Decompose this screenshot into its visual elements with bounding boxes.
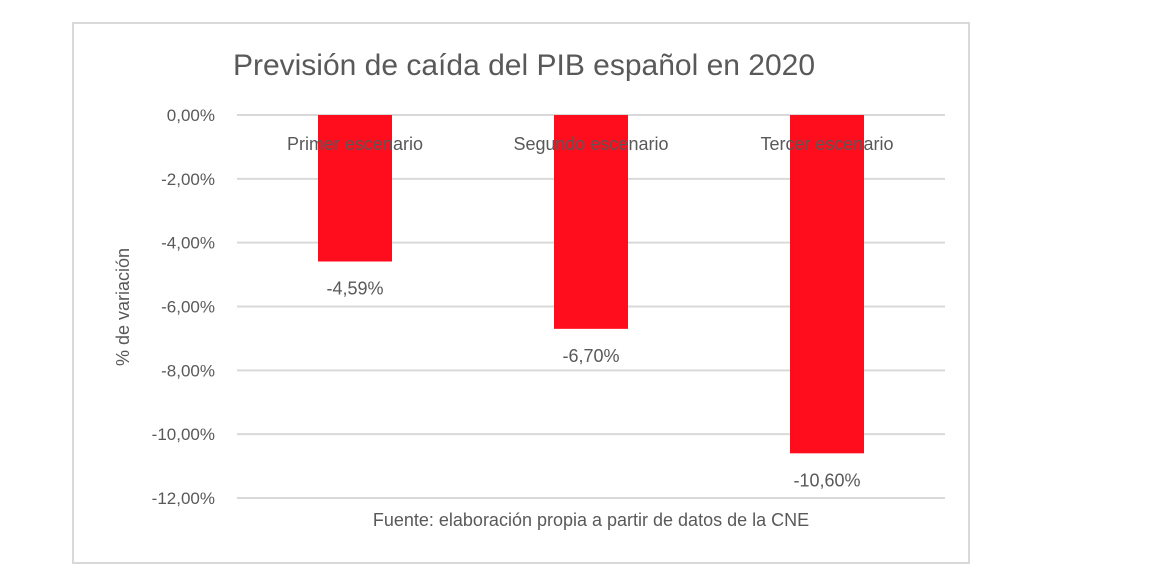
bar	[318, 115, 392, 262]
y-axis-label: % de variación	[113, 248, 133, 366]
chart-frame	[72, 22, 970, 564]
x-axis-label: Fuente: elaboración propia a partir de d…	[373, 510, 809, 530]
chart-title: Previsión de caída del PIB español en 20…	[233, 49, 815, 82]
y-tick-label: -2,00%	[161, 170, 215, 189]
y-tick-label: 0,00%	[167, 106, 215, 125]
bar	[554, 115, 628, 329]
bar	[790, 115, 864, 454]
data-label: -4,59%	[326, 278, 383, 298]
category-label: Primer escenario	[287, 134, 423, 154]
y-tick-label: -4,00%	[161, 234, 215, 253]
y-tick-label: -6,00%	[161, 298, 215, 317]
data-label: -10,60%	[793, 470, 860, 490]
y-tick-label: -12,00%	[152, 489, 215, 508]
y-tick-label: -10,00%	[152, 425, 215, 444]
category-label: Tercer escenario	[760, 134, 893, 154]
y-tick-label: -8,00%	[161, 361, 215, 380]
data-label: -6,70%	[562, 346, 619, 366]
category-label: Segundo escenario	[513, 134, 668, 154]
